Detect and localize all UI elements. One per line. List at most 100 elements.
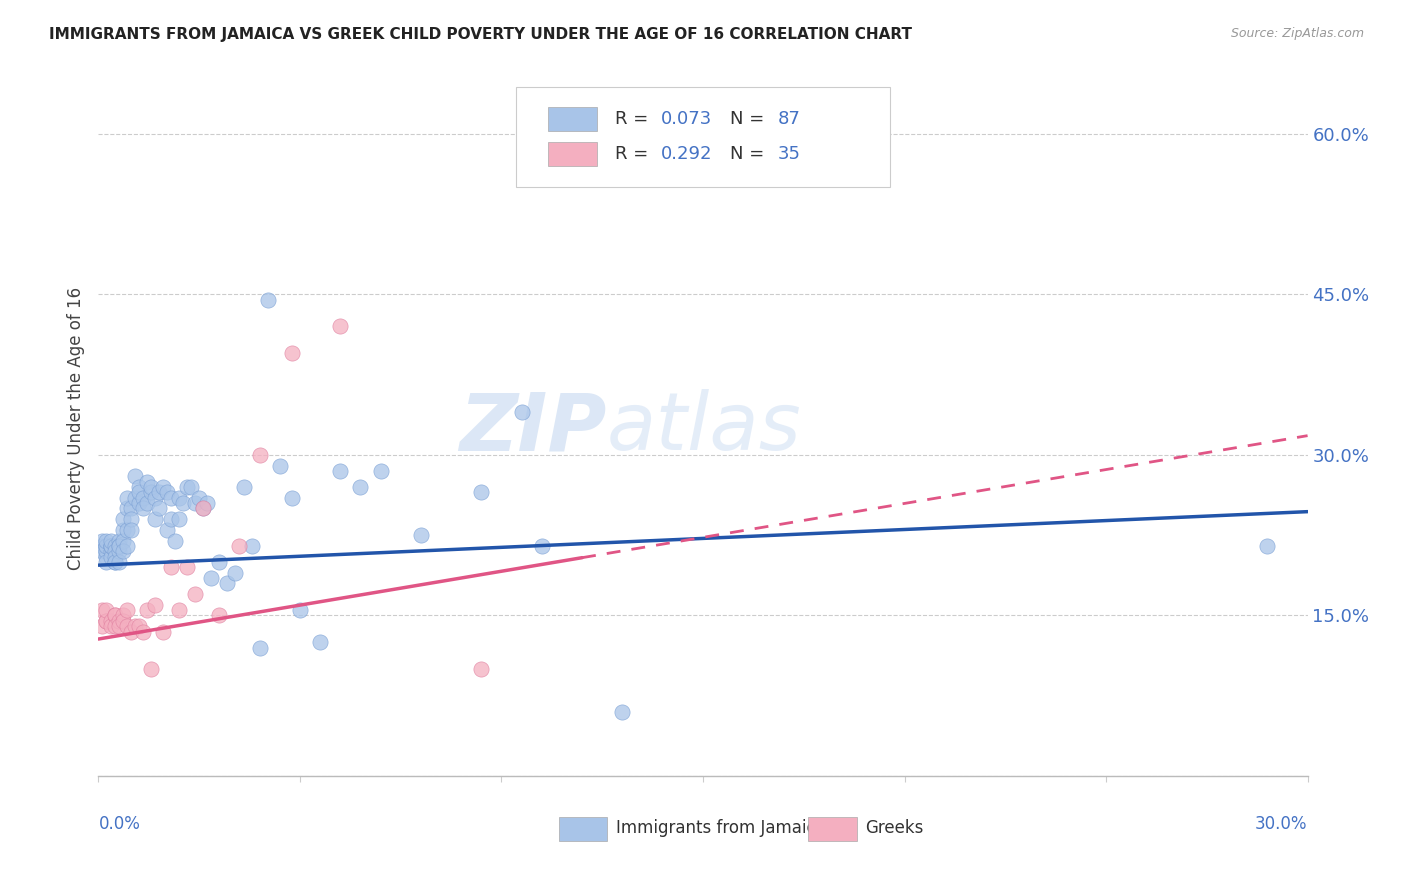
Point [96, 603, 118, 617]
Point [111, 544, 134, 558]
FancyBboxPatch shape [548, 142, 596, 166]
Point [96, 614, 118, 628]
Point [96, 555, 118, 569]
Point [107, 619, 129, 633]
Point [111, 608, 134, 623]
Point [167, 491, 190, 505]
Text: ZIP: ZIP [458, 389, 606, 467]
Point [160, 491, 183, 505]
Point [91, 533, 114, 548]
Point [120, 512, 142, 526]
Point [103, 608, 125, 623]
Point [132, 624, 155, 639]
Point [103, 544, 125, 558]
Point [132, 491, 155, 505]
Text: R =: R = [614, 111, 654, 128]
Point [148, 501, 170, 516]
Point [193, 501, 215, 516]
FancyBboxPatch shape [548, 107, 596, 131]
Point [195, 496, 218, 510]
Point [103, 539, 125, 553]
Point [115, 539, 138, 553]
Point [111, 512, 134, 526]
Point [309, 635, 332, 649]
Text: R =: R = [614, 145, 654, 163]
Point [91, 544, 114, 558]
Point [143, 491, 166, 505]
Point [100, 549, 122, 564]
Point [470, 485, 492, 500]
Point [115, 523, 138, 537]
Point [249, 640, 271, 655]
FancyBboxPatch shape [808, 817, 856, 841]
Point [120, 624, 142, 639]
Text: N =: N = [730, 111, 769, 128]
Point [349, 480, 371, 494]
Text: Greeks: Greeks [865, 819, 924, 838]
Text: atlas: atlas [606, 389, 801, 467]
Point [188, 491, 211, 505]
Point [143, 512, 166, 526]
Point [148, 485, 170, 500]
Point [128, 496, 150, 510]
Point [172, 496, 194, 510]
Point [208, 555, 231, 569]
Point [124, 469, 146, 483]
Point [120, 501, 142, 516]
Point [152, 480, 174, 494]
Point [91, 619, 114, 633]
Point [96, 544, 118, 558]
Point [103, 555, 125, 569]
Point [240, 539, 263, 553]
Point [135, 475, 157, 489]
Point [370, 464, 392, 478]
Point [128, 485, 150, 500]
Point [100, 539, 122, 553]
Point [115, 501, 138, 516]
Text: Immigrants from Jamaica: Immigrants from Jamaica [616, 819, 825, 838]
Point [111, 533, 134, 548]
Point [176, 560, 198, 574]
Point [91, 603, 114, 617]
Point [281, 491, 304, 505]
Point [115, 603, 138, 617]
Point [184, 587, 207, 601]
Point [100, 544, 122, 558]
Point [96, 539, 118, 553]
Point [135, 496, 157, 510]
Point [612, 705, 634, 719]
Point [128, 619, 150, 633]
Point [103, 608, 125, 623]
Point [107, 544, 129, 558]
Point [167, 603, 190, 617]
Point [176, 480, 198, 494]
Point [470, 662, 492, 676]
Text: 35: 35 [778, 145, 801, 163]
Point [132, 501, 155, 516]
Text: 30.0%: 30.0% [1256, 815, 1308, 833]
Point [100, 539, 122, 553]
Point [156, 485, 179, 500]
Point [128, 480, 150, 494]
Point [228, 539, 250, 553]
Point [329, 319, 352, 334]
Point [156, 523, 179, 537]
Point [1256, 539, 1278, 553]
Point [200, 571, 222, 585]
Point [107, 533, 129, 548]
Point [139, 485, 162, 500]
Point [208, 608, 231, 623]
Point [269, 458, 291, 473]
Text: 0.0%: 0.0% [98, 815, 141, 833]
Point [103, 555, 125, 569]
Y-axis label: Child Poverty Under the Age of 16: Child Poverty Under the Age of 16 [66, 286, 84, 570]
Point [139, 480, 162, 494]
Point [510, 405, 533, 419]
Point [100, 539, 122, 553]
Text: 0.292: 0.292 [661, 145, 713, 163]
Point [107, 539, 129, 553]
Point [96, 614, 118, 628]
Point [124, 491, 146, 505]
FancyBboxPatch shape [560, 817, 607, 841]
Point [409, 528, 432, 542]
